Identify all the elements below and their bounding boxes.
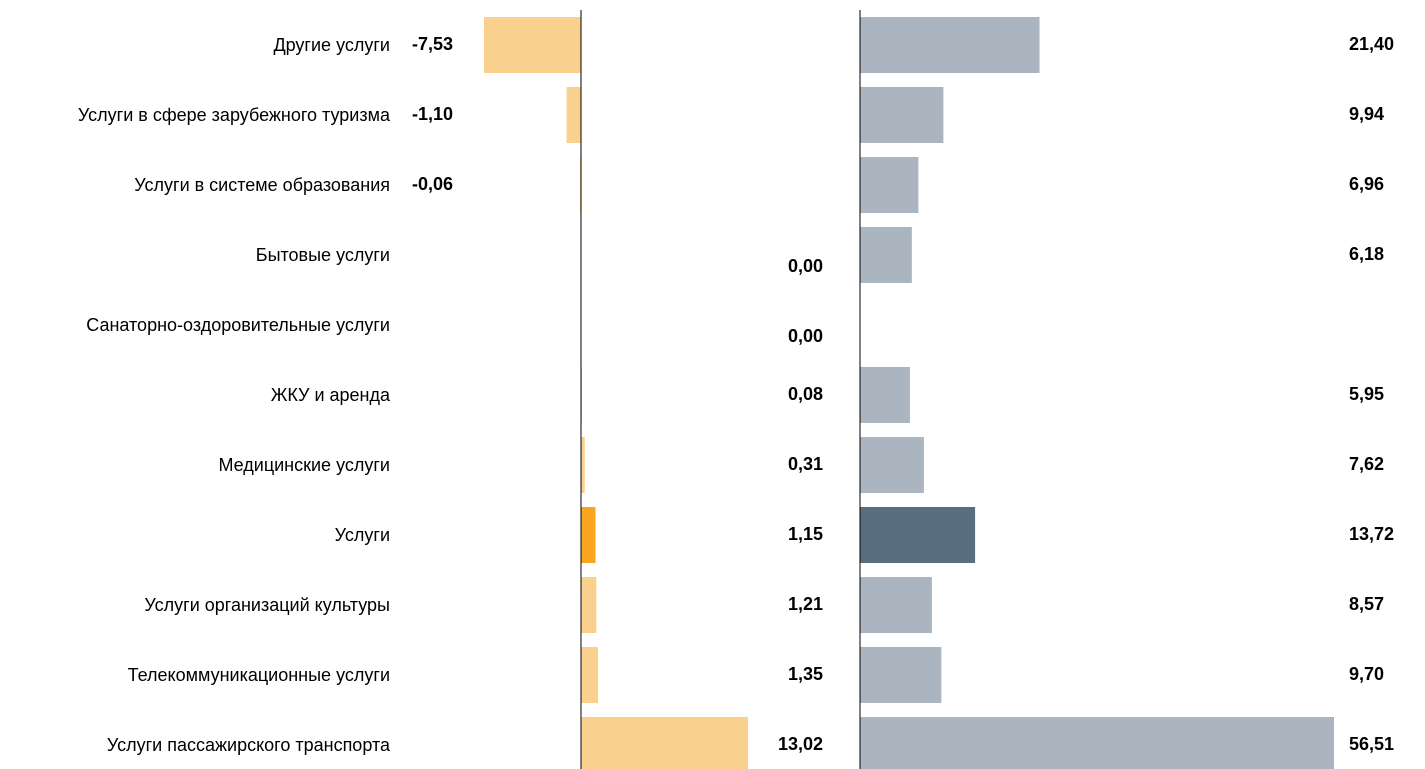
category-label: Бытовые услуги <box>255 245 390 265</box>
value-label: 9,70 <box>1349 664 1384 684</box>
value-label: 1,21 <box>788 594 823 614</box>
value-label: -7,53 <box>412 34 453 54</box>
category-label: Другие услуги <box>273 35 390 55</box>
bar <box>860 17 1040 73</box>
value-label: 9,94 <box>1349 104 1384 124</box>
category-label: Услуги в системе образования <box>134 175 390 195</box>
bar <box>860 367 910 423</box>
bar <box>580 647 599 703</box>
value-label: 13,02 <box>778 734 823 754</box>
bar <box>860 577 932 633</box>
category-label: Услуги в сфере зарубежного туризма <box>77 105 390 125</box>
category-label: Санаторно-оздоровительные услуги <box>86 315 390 335</box>
value-label: 7,62 <box>1349 454 1384 474</box>
value-label: 56,51 <box>1349 734 1394 754</box>
bar <box>580 577 597 633</box>
value-label: 6,96 <box>1349 174 1384 194</box>
category-label: Услуги организаций культуры <box>144 595 390 615</box>
bar <box>860 437 924 493</box>
value-label: 1,15 <box>788 524 823 544</box>
category-label: ЖКУ и аренда <box>270 385 390 405</box>
bar <box>579 157 581 213</box>
value-label: 21,40 <box>1349 34 1394 54</box>
category-label: Услуги <box>334 525 390 545</box>
value-label: 0,00 <box>788 256 823 276</box>
value-label: 8,57 <box>1349 594 1384 614</box>
bar <box>860 717 1334 769</box>
bar <box>860 507 976 563</box>
bar <box>580 717 748 769</box>
bar <box>566 87 581 143</box>
bar <box>860 647 942 703</box>
bar <box>860 87 944 143</box>
value-label: 0,31 <box>788 454 823 474</box>
category-label: Услуги пассажирского транспорта <box>106 735 390 755</box>
bar <box>580 507 596 563</box>
value-label: 6,18 <box>1349 244 1384 264</box>
value-label: -1,10 <box>412 104 453 124</box>
value-label: 0,00 <box>788 326 823 346</box>
value-label: -0,06 <box>412 174 453 194</box>
category-label: Медицинские услуги <box>218 455 390 475</box>
value-label: 13,72 <box>1349 524 1394 544</box>
bar <box>580 437 585 493</box>
bar <box>860 227 912 283</box>
value-label: 5,95 <box>1349 384 1384 404</box>
value-label: 1,35 <box>788 664 823 684</box>
bar <box>860 157 919 213</box>
bar <box>484 17 581 73</box>
value-label: 0,08 <box>788 384 823 404</box>
category-label: Телекоммуникационные услуги <box>127 665 390 685</box>
